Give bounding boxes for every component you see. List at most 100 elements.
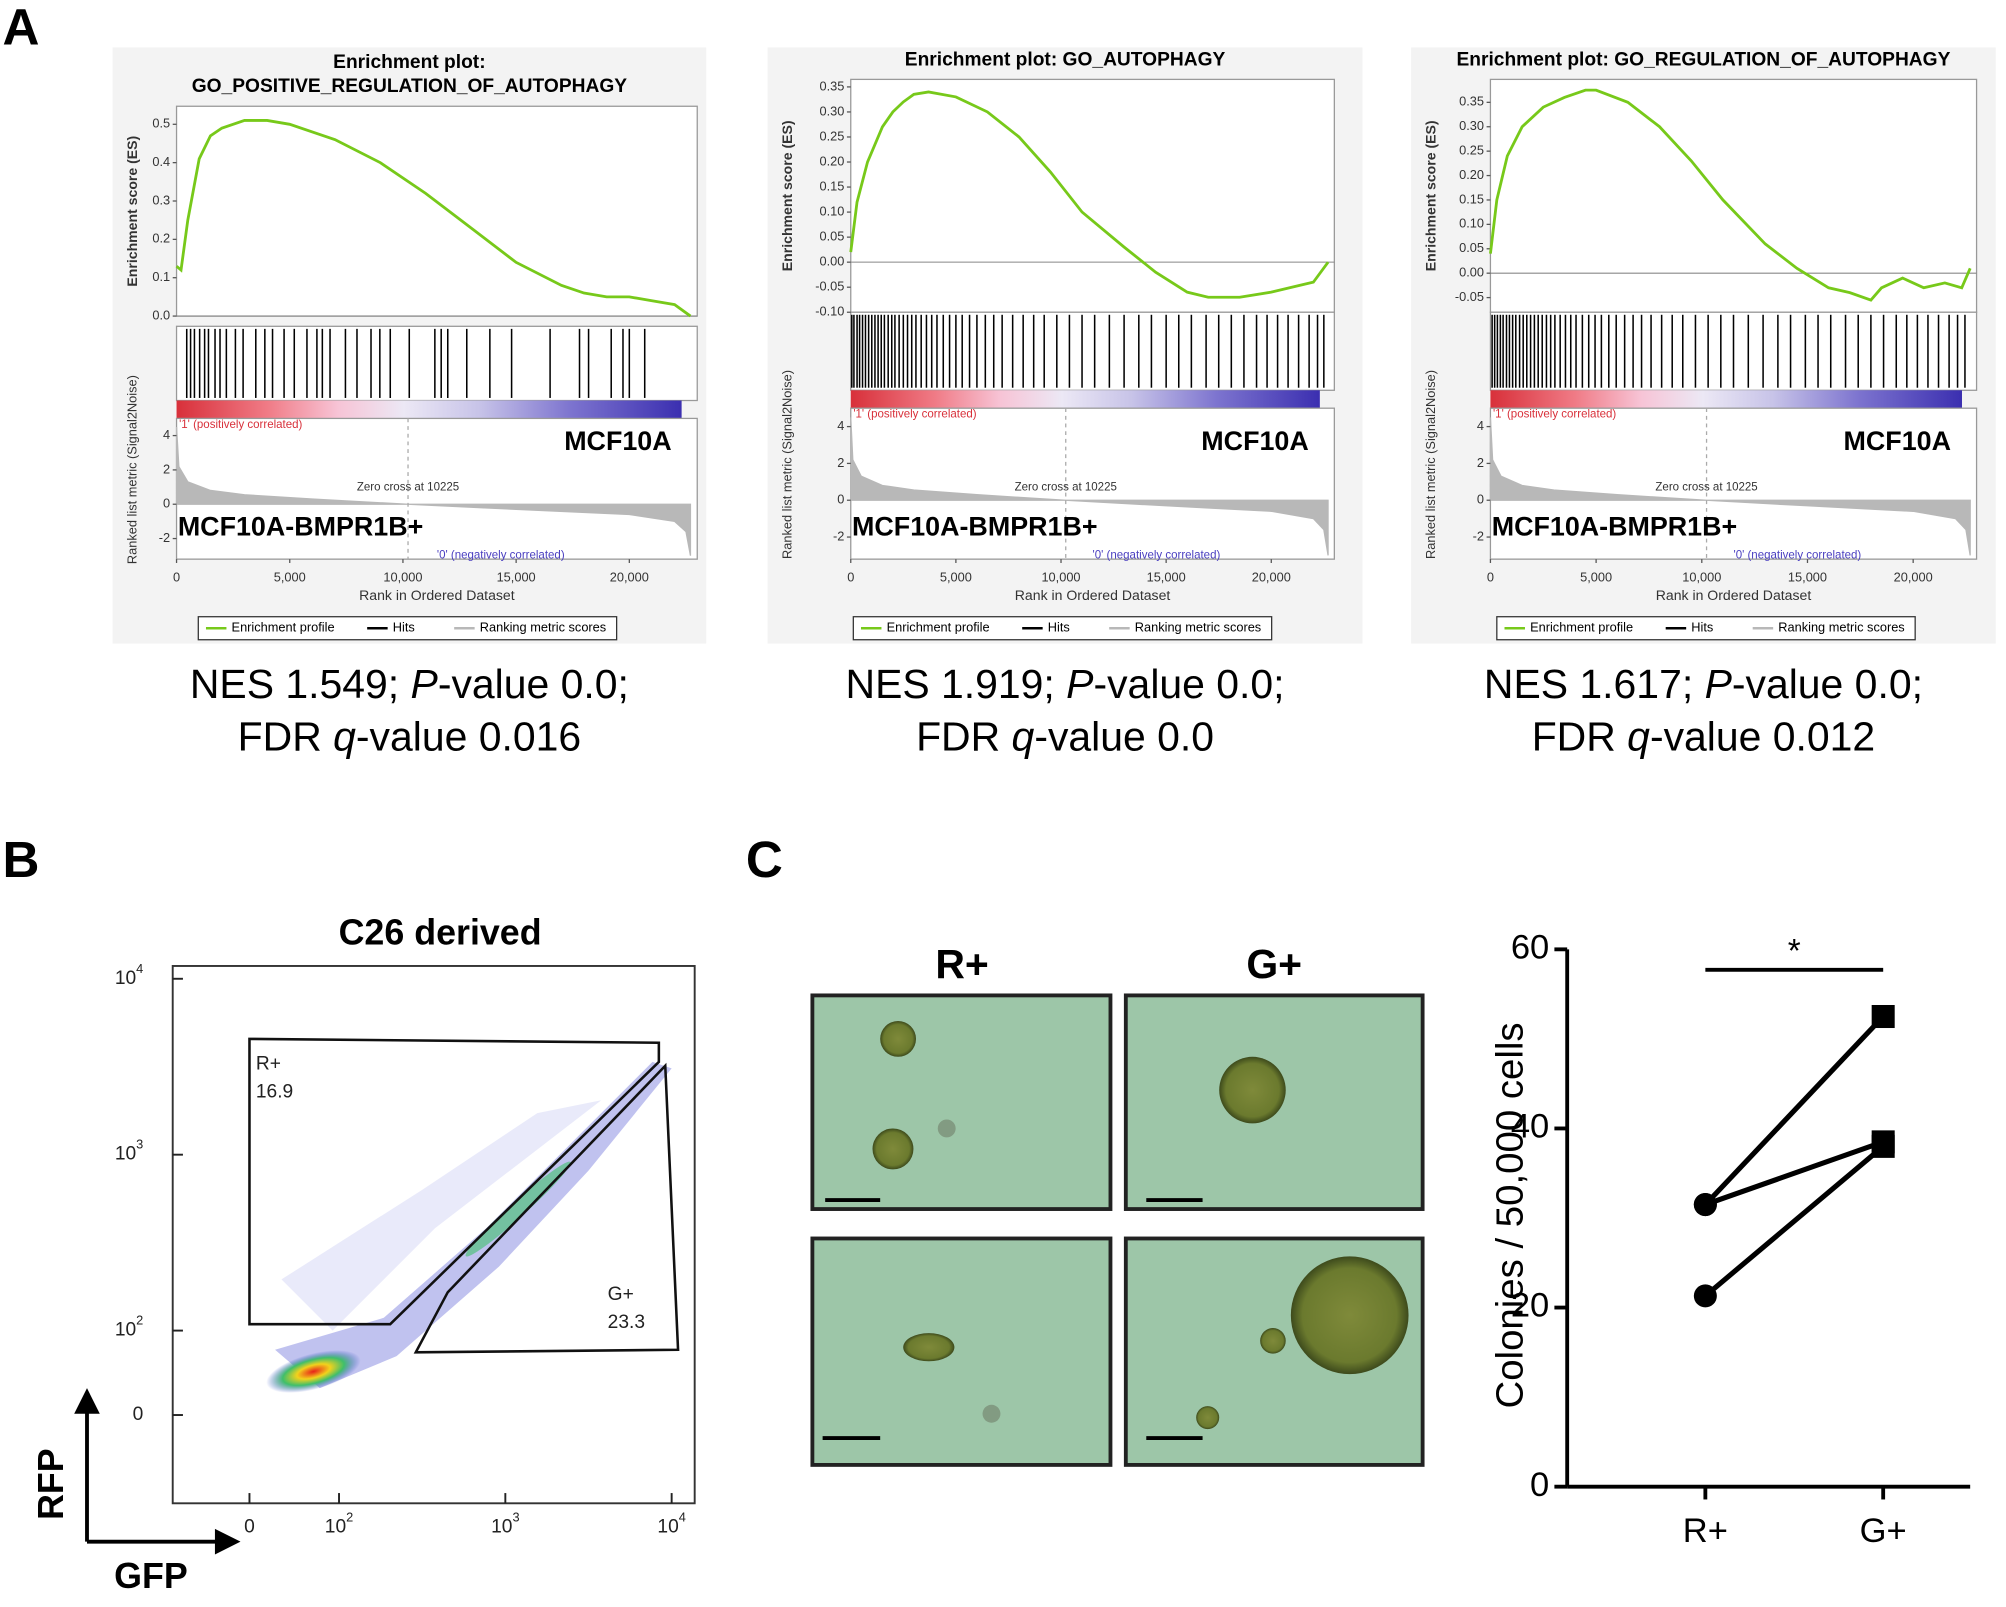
y-tick-label: 104 bbox=[115, 961, 143, 989]
y-tick-label: 0.3 bbox=[152, 192, 170, 207]
y-tick-label: 0.10 bbox=[819, 203, 844, 218]
negative-label: '0' (negatively correlated) bbox=[437, 549, 565, 561]
legend-label: Hits bbox=[1691, 620, 1713, 635]
positive-label: '1' (positively correlated) bbox=[853, 409, 976, 421]
panel-label: C bbox=[746, 831, 783, 888]
pair-line bbox=[1703, 1014, 1886, 1207]
tick-base: 10 bbox=[115, 1144, 136, 1165]
legend-label: Ranking metric scores bbox=[1135, 620, 1261, 635]
positive-label: '1' (positively correlated) bbox=[179, 419, 302, 431]
y-tick-label: 0.30 bbox=[819, 103, 844, 118]
stats-part: P bbox=[411, 661, 439, 707]
stats-text: NES 1.617; P-value 0.0; bbox=[1484, 661, 1923, 707]
stats-part: P bbox=[1066, 661, 1094, 707]
x-tick-label: 10,000 bbox=[1041, 570, 1080, 585]
y-tick-label: 0.0 bbox=[152, 307, 170, 322]
rank-y-tick-label: 2 bbox=[837, 455, 844, 470]
cell-cloud bbox=[281, 1100, 602, 1331]
y-tick-label: 0.20 bbox=[819, 153, 844, 168]
group-label: MCF10A-BMPR1B+ bbox=[852, 512, 1097, 542]
legend-label: Enrichment profile bbox=[887, 620, 990, 635]
gate-name: G+ bbox=[608, 1284, 634, 1305]
gate-percent: 23.3 bbox=[608, 1312, 645, 1333]
flow-layout bbox=[74, 965, 696, 1555]
heat-bar bbox=[176, 400, 682, 419]
rank-y-tick-label: 4 bbox=[1477, 418, 1484, 433]
rank-y-tick-label: 4 bbox=[163, 427, 170, 442]
rank-y-axis-label: Ranked list metric (Signal2Noise) bbox=[1423, 370, 1438, 559]
pair-line bbox=[1703, 1144, 1885, 1298]
tick-exponent: 2 bbox=[346, 1510, 353, 1525]
rank-y-tick-label: -2 bbox=[159, 530, 170, 545]
gate-name: R+ bbox=[256, 1054, 281, 1075]
arrow-head bbox=[214, 1528, 241, 1555]
rank-y-tick-label: -2 bbox=[1473, 528, 1484, 543]
y-tick-label: 0.35 bbox=[819, 78, 844, 93]
chart-title: Enrichment plot: GO_REGULATION_OF_AUTOPH… bbox=[1456, 49, 1950, 70]
heat-bar bbox=[850, 390, 1320, 409]
tick-base: 0 bbox=[244, 1517, 255, 1538]
positive-label: '1' (positively correlated) bbox=[1493, 409, 1616, 421]
y-tick-label: -0.10 bbox=[815, 304, 844, 319]
y-axis-label: Enrichment score (ES) bbox=[1422, 120, 1438, 271]
stats-part: FDR bbox=[238, 713, 333, 759]
colony bbox=[1196, 1406, 1220, 1430]
micrograph-header: R+ bbox=[935, 941, 988, 987]
x-tick-label: 20,000 bbox=[1252, 570, 1291, 585]
pair-line bbox=[1704, 1139, 1885, 1207]
x-tick-label: 103 bbox=[491, 1510, 519, 1538]
rank-y-tick-label: 2 bbox=[163, 461, 170, 476]
panel-label: B bbox=[3, 831, 40, 888]
legend-label: Ranking metric scores bbox=[480, 620, 606, 635]
y-tick-label: 0 bbox=[133, 1404, 144, 1425]
rank-y-axis-label: Ranked list metric (Signal2Noise) bbox=[779, 370, 794, 559]
stats-part: NES 1.617; bbox=[1484, 661, 1705, 707]
group-label: MCF10A bbox=[564, 426, 671, 456]
tick-exponent: 4 bbox=[136, 961, 143, 976]
y-tick-label: 20 bbox=[1511, 1287, 1549, 1325]
debris bbox=[937, 1119, 956, 1138]
chart-title: Enrichment plot: GO_AUTOPHAGY bbox=[905, 49, 1226, 70]
stats-text: FDR q-value 0.016 bbox=[238, 713, 581, 759]
legend-box bbox=[197, 616, 618, 641]
y-tick-label: 0.10 bbox=[1459, 216, 1484, 231]
stats-text: FDR q-value 0.012 bbox=[1532, 713, 1875, 759]
rank-y-tick-label: 4 bbox=[837, 418, 844, 433]
heat-bar bbox=[1490, 390, 1962, 409]
point bbox=[1871, 1004, 1895, 1029]
y-tick-label: 102 bbox=[115, 1313, 143, 1341]
x-tick-label: 20,000 bbox=[610, 570, 649, 585]
y-tick-label: -0.05 bbox=[1455, 289, 1484, 304]
zero-cross-label: Zero cross at 10225 bbox=[357, 482, 459, 494]
y-axis-label: Enrichment score (ES) bbox=[779, 120, 795, 271]
legend-label: Enrichment profile bbox=[232, 620, 335, 635]
micrographs bbox=[810, 993, 1425, 1467]
stats-part: q bbox=[1012, 713, 1035, 759]
tick-base: 10 bbox=[491, 1517, 512, 1538]
stats-part: -value 0.0; bbox=[438, 661, 629, 707]
zero-cross-label: Zero cross at 10225 bbox=[1655, 482, 1757, 494]
rank-plot-area bbox=[1489, 407, 1978, 560]
tick-exponent: 3 bbox=[512, 1510, 519, 1525]
legend-label: Hits bbox=[1048, 620, 1070, 635]
x-tick-label: 20,000 bbox=[1894, 570, 1933, 585]
tick-exponent: 2 bbox=[136, 1313, 143, 1328]
x-tick-label: 5,000 bbox=[1580, 570, 1612, 585]
stats-part: -value 0.0; bbox=[1732, 661, 1923, 707]
y-tick-label: 0.00 bbox=[1459, 265, 1484, 280]
chart-subtitle: GO_POSITIVE_REGULATION_OF_AUTOPHAGY bbox=[192, 76, 628, 97]
stats-part: q bbox=[333, 713, 356, 759]
y-tick-label: 0.15 bbox=[1459, 191, 1484, 206]
group-label: MCF10A bbox=[1844, 426, 1951, 456]
colony bbox=[872, 1128, 914, 1170]
x-tick-label: 5,000 bbox=[940, 570, 972, 585]
micrograph bbox=[810, 993, 1113, 1211]
tick-base: 10 bbox=[325, 1517, 346, 1538]
colony bbox=[880, 1020, 917, 1057]
stats-part: NES 1.549; bbox=[190, 661, 411, 707]
stats-part: -value 0.0; bbox=[1093, 661, 1284, 707]
gate bbox=[413, 1062, 680, 1354]
rank-y-tick-label: 0 bbox=[837, 492, 844, 507]
y-tick-label: 0 bbox=[1530, 1466, 1549, 1504]
